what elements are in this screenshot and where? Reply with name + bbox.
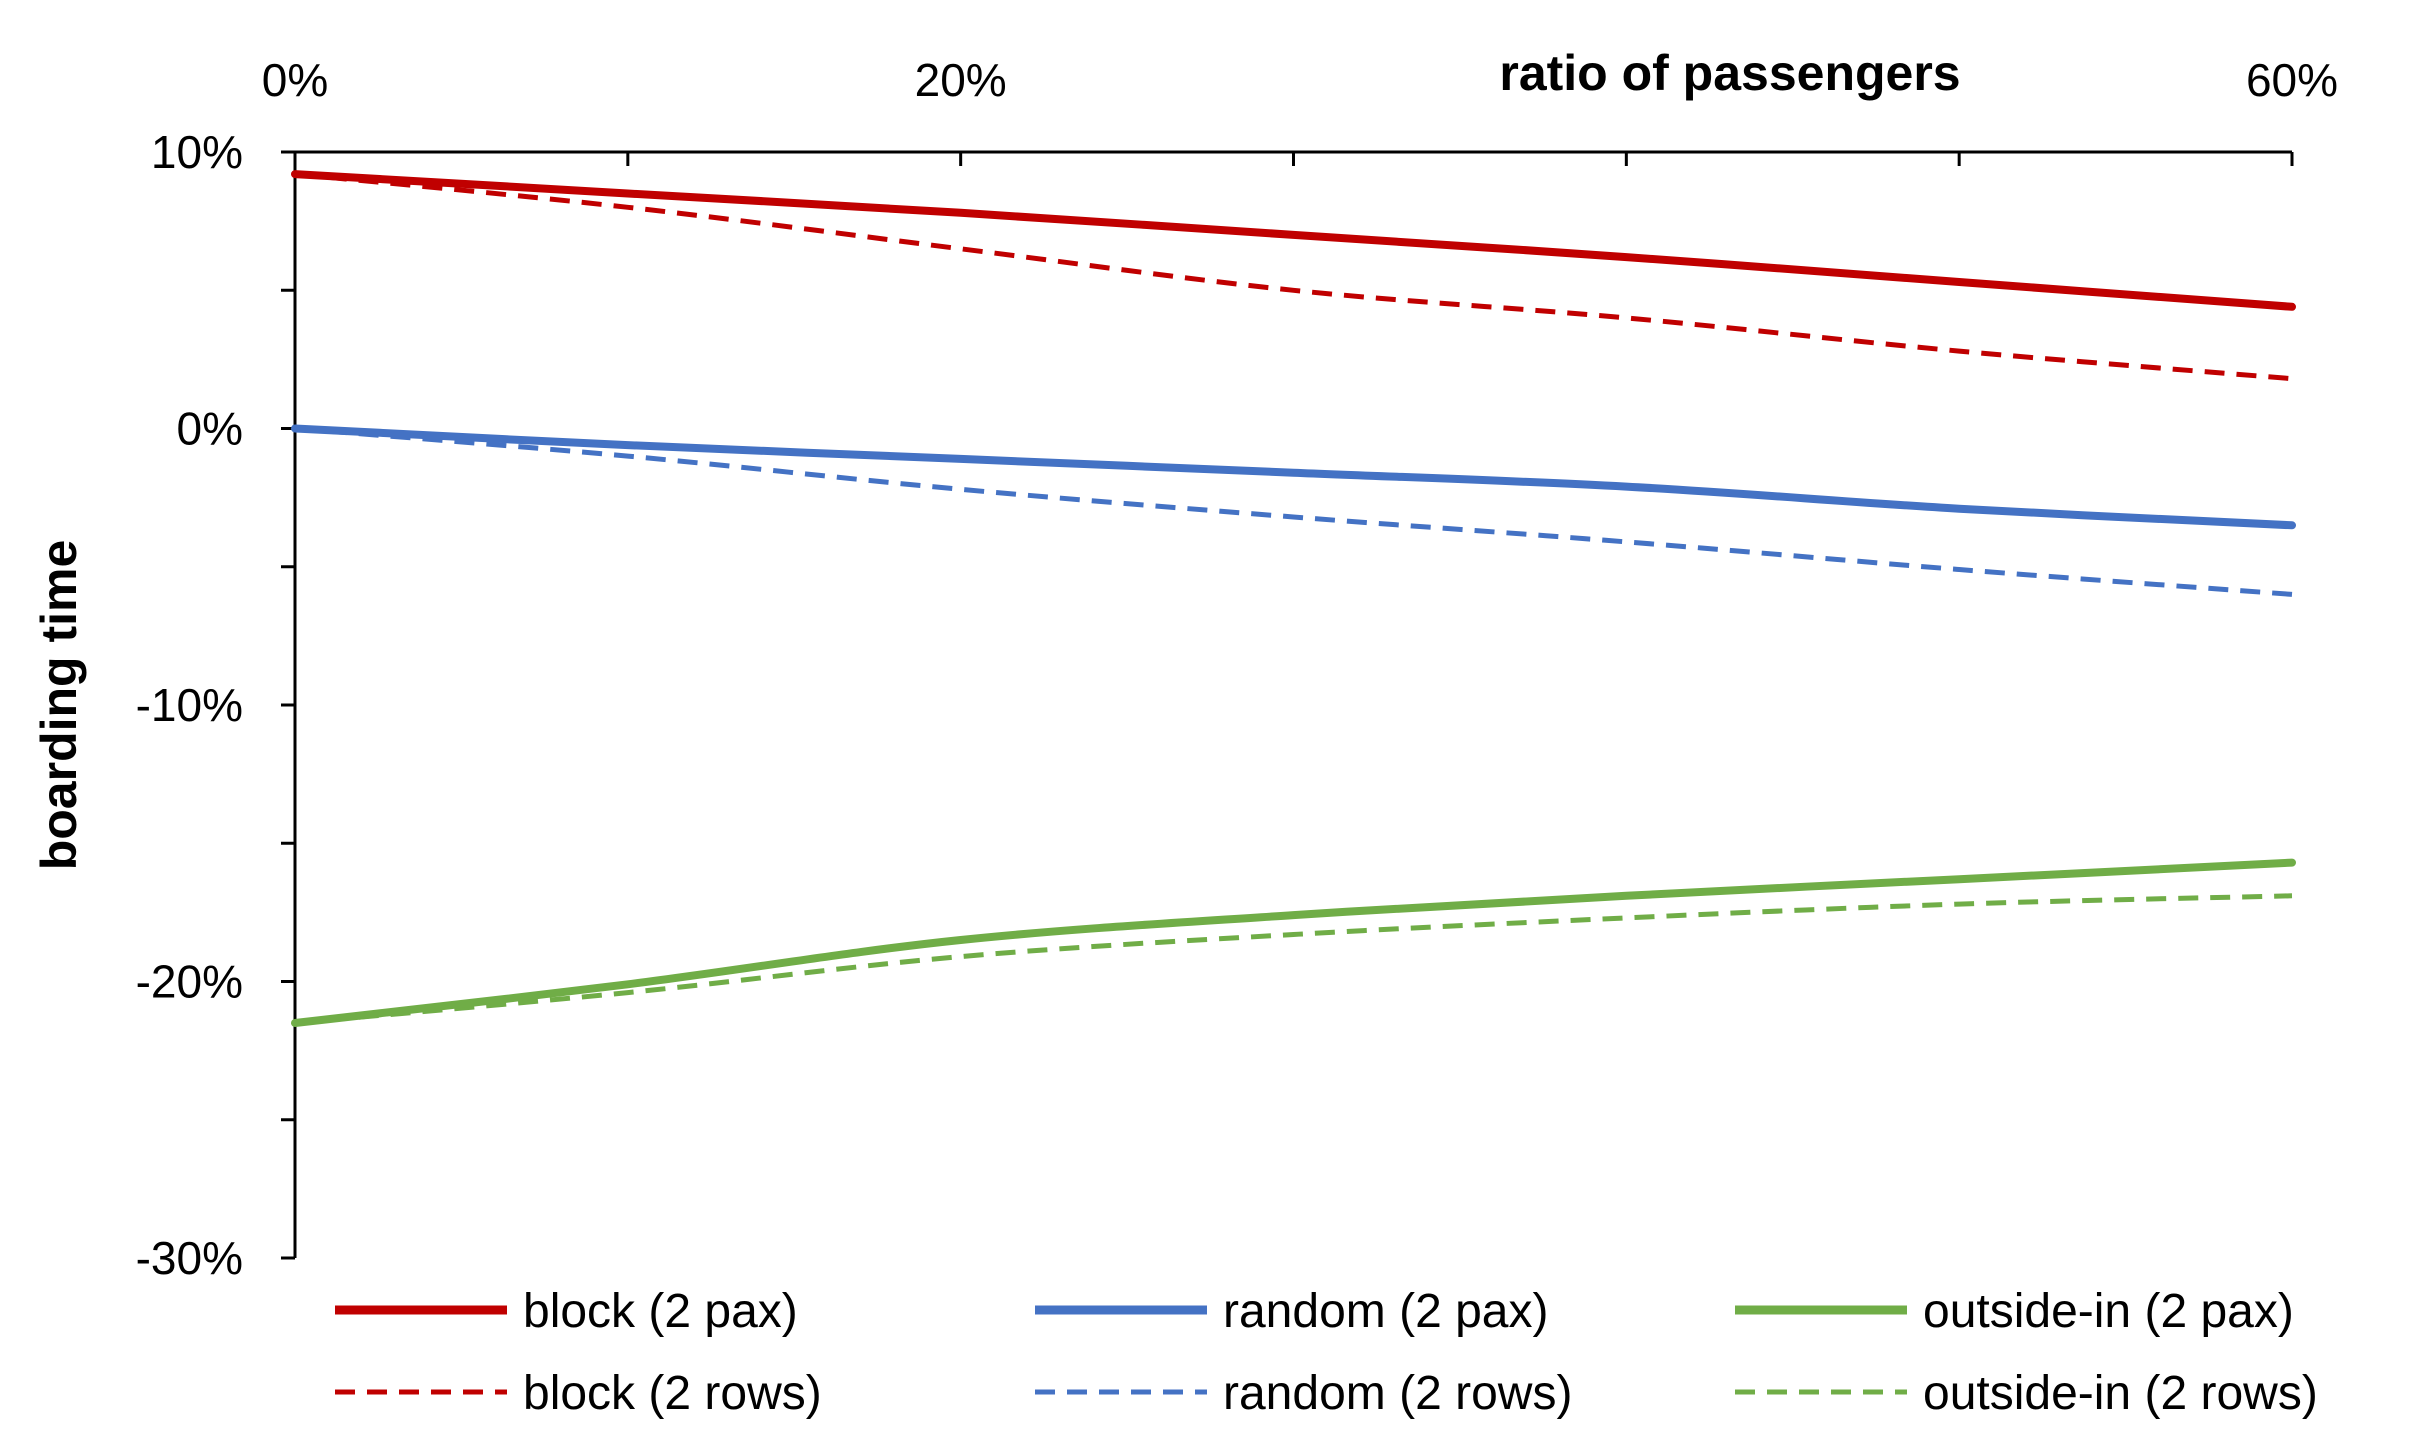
series-line-random-2-rows xyxy=(294,426,2293,597)
legend-item-block-2-rows: block (2 rows) xyxy=(335,1367,822,1420)
x-tick-label: 0% xyxy=(262,54,328,106)
legend-item-random-2-rows: random (2 rows) xyxy=(1035,1367,1572,1420)
legend-label: block (2 rows) xyxy=(523,1367,822,1420)
legend-label: outside-in (2 rows) xyxy=(1923,1367,2318,1420)
y-tick-label: 0% xyxy=(177,403,243,455)
series-line-random-2-pax xyxy=(291,424,2296,530)
legend-item-block-2-pax: block (2 pax) xyxy=(335,1285,798,1338)
legend-label: block (2 pax) xyxy=(523,1285,798,1338)
x-tick-label: 20% xyxy=(915,54,1007,106)
y-axis-title: boarding time xyxy=(31,540,87,871)
series-line-outside-in-2-pax xyxy=(291,858,2296,1027)
y-tick-label: -10% xyxy=(136,679,243,731)
y-tick-label: -30% xyxy=(136,1232,243,1284)
x-tick-label: 60% xyxy=(2246,54,2338,106)
legend-label: random (2 rows) xyxy=(1223,1367,1572,1420)
series-line-block-2-pax xyxy=(291,170,2296,311)
series-line-outside-in-2-rows xyxy=(294,893,2293,1026)
legend-item-random-2-pax: random (2 pax) xyxy=(1035,1285,1548,1338)
y-tick-label: 10% xyxy=(151,126,243,178)
legend-label: outside-in (2 pax) xyxy=(1923,1285,2294,1338)
x-axis-title: ratio of passengers xyxy=(1499,45,1960,101)
legend-item-outside-in-2-pax: outside-in (2 pax) xyxy=(1735,1285,2294,1338)
legend-label: random (2 pax) xyxy=(1223,1285,1548,1338)
legend-item-outside-in-2-rows: outside-in (2 rows) xyxy=(1735,1367,2318,1420)
y-tick-label: -20% xyxy=(136,956,243,1008)
series-line-block-2-rows xyxy=(294,171,2293,382)
